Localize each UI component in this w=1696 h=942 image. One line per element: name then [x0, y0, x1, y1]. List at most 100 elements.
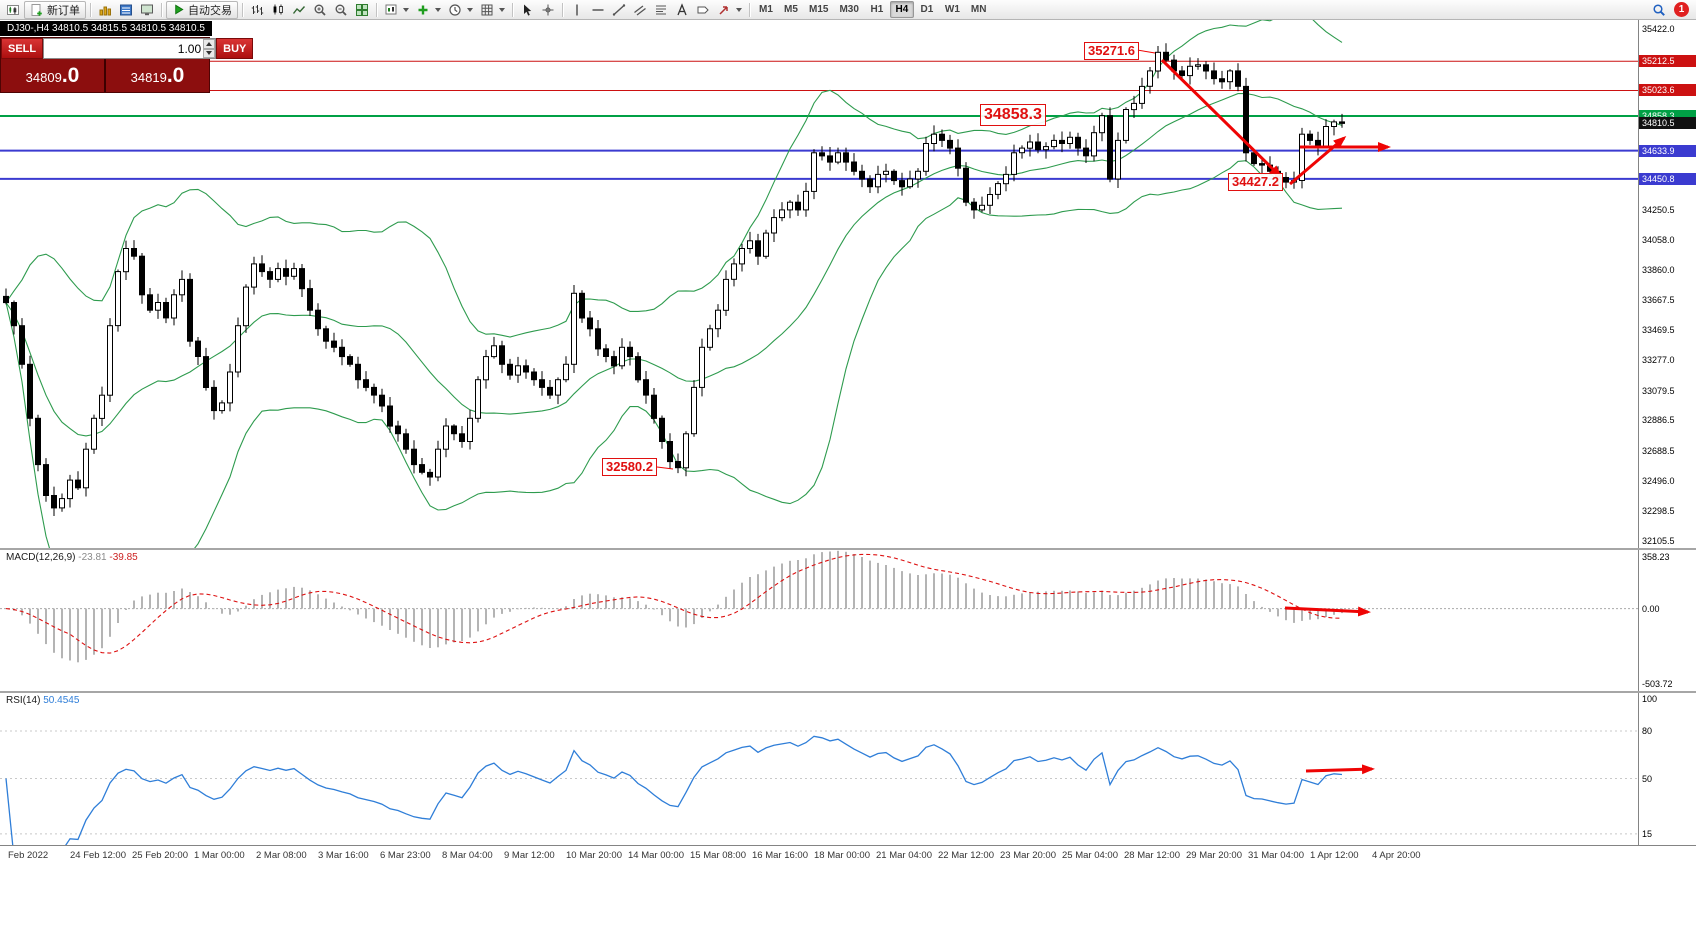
main-chart-plot[interactable]: DJ30-,H4 34810.5 34815.5 34810.5 34810.5…	[0, 20, 1638, 548]
chart-menu-button[interactable]	[381, 1, 412, 19]
price-tick: 33079.5	[1642, 385, 1675, 396]
timeframe-M5[interactable]: M5	[779, 1, 803, 18]
macd-scale-label: 358.23	[1642, 552, 1670, 562]
buy-price-big: .0	[166, 63, 185, 87]
macd-axis: 358.23 0.00 -503.72	[1638, 550, 1696, 691]
timeframe-M30[interactable]: M30	[834, 1, 863, 18]
sell-price[interactable]: 34809.0	[1, 64, 104, 88]
templates-grid-icon	[481, 4, 493, 15]
time-axis-label: 1 Apr 12:00	[1310, 850, 1359, 861]
market-watch-button[interactable]	[95, 1, 115, 19]
timeframe-D1[interactable]: D1	[915, 1, 939, 18]
main-chart-svg[interactable]	[0, 20, 1638, 548]
line-chart-mode-button[interactable]	[289, 1, 309, 19]
cursor-tool-button[interactable]	[517, 1, 537, 19]
fibonacci-tool-button[interactable]	[651, 1, 671, 19]
volume-decrease-button[interactable]	[203, 48, 216, 58]
zoom-out-icon	[335, 4, 347, 16]
navigator-button[interactable]	[137, 1, 157, 19]
sell-price-big: .0	[61, 63, 80, 87]
time-axis-label: 22 Mar 12:00	[938, 850, 994, 861]
templates-button[interactable]	[477, 1, 508, 19]
macd-svg[interactable]	[0, 550, 1638, 691]
search-button[interactable]	[1649, 1, 1669, 19]
vertical-line-tool-button[interactable]	[567, 1, 587, 19]
trade-panel-controls: SELL BUY	[1, 38, 254, 59]
timeframe-H4[interactable]: H4	[889, 1, 914, 18]
channel-tool-button[interactable]	[630, 1, 650, 19]
timeframe-W1[interactable]: W1	[940, 1, 965, 18]
time-axis-label: 29 Mar 20:00	[1186, 850, 1242, 861]
indicators-button[interactable]	[413, 1, 444, 19]
trade-panel-divider	[104, 59, 106, 92]
trendline-tool-button[interactable]	[609, 1, 629, 19]
timeframe-MN[interactable]: MN	[966, 1, 992, 18]
add-indicator-icon	[418, 5, 428, 14]
data-window-button[interactable]	[116, 1, 136, 19]
buy-price[interactable]: 34819.0	[106, 64, 209, 88]
time-axis-label: 6 Mar 23:00	[380, 850, 431, 861]
new-order-label: 新订单	[47, 4, 80, 17]
horizontal-line-icon	[592, 8, 604, 11]
time-axis-label: 1 Mar 00:00	[194, 850, 245, 861]
periods-button[interactable]	[445, 1, 476, 19]
macd-panel[interactable]: MACD(12,26,9) -23.81 -39.85	[0, 550, 1638, 691]
tile-windows-icon	[356, 3, 368, 16]
bar-chart-mode-button[interactable]	[247, 1, 267, 19]
volume-increase-button[interactable]	[203, 39, 216, 49]
new-chart-button[interactable]	[3, 1, 23, 19]
time-axis-label: 8 Mar 04:00	[442, 850, 493, 861]
timeframe-M15[interactable]: M15	[804, 1, 833, 18]
auto-trading-button[interactable]: 自动交易	[166, 0, 238, 19]
buy-button[interactable]: BUY	[216, 38, 254, 59]
trendline-icon	[612, 3, 626, 16]
macd-scale-label: 0.00	[1642, 603, 1660, 614]
macd-row: MACD(12,26,9) -23.81 -39.85 358.23 0.00 -5…	[0, 550, 1696, 691]
text-tool-button[interactable]	[672, 1, 692, 19]
label-tool-button[interactable]	[693, 1, 713, 19]
sell-price-main: 34809	[25, 69, 62, 85]
timeframe-M1[interactable]: M1	[754, 1, 778, 18]
price-tick: 33667.5	[1642, 294, 1675, 305]
zoom-in-button[interactable]	[310, 1, 330, 19]
zoom-out-button[interactable]	[331, 1, 351, 19]
price-axis[interactable]: 35422.0 34250.5 34058.0 33860.0 33667.5 33469…	[1638, 20, 1696, 548]
tile-windows-button[interactable]	[352, 1, 372, 19]
time-axis-label: 10 Mar 20:00	[566, 850, 622, 861]
navigator-icon	[141, 4, 153, 15]
horizontal-line-tool-button[interactable]	[588, 1, 608, 19]
rsi-svg[interactable]	[0, 693, 1638, 845]
time-axis-label: Feb 2022	[8, 850, 49, 861]
price-tick: 34250.5	[1642, 204, 1675, 215]
sell-button[interactable]: SELL	[1, 38, 44, 59]
macd-name: MACD(12,26,9)	[6, 552, 76, 563]
toolbar-separator	[161, 2, 162, 17]
main-toolbar: 新订单 自动交易	[0, 0, 1696, 20]
shapes-tool-button[interactable]	[714, 1, 745, 19]
new-order-button[interactable]: 新订单	[24, 0, 86, 19]
timeframe-H1[interactable]: H1	[865, 1, 889, 18]
candlestick-mode-button[interactable]	[268, 1, 288, 19]
vertical-line-icon	[576, 4, 578, 15]
price-tick: 35422.0	[1642, 23, 1675, 34]
volume-field	[43, 38, 217, 59]
price-level-badge: 34633.9	[1639, 144, 1696, 157]
line-chart-icon	[292, 5, 306, 14]
price-tick: 34058.0	[1642, 234, 1675, 245]
price-level-badge: 35023.6	[1639, 84, 1696, 97]
panel-divider[interactable]	[0, 548, 1696, 550]
buy-price-main: 34819	[130, 69, 167, 85]
time-axis[interactable]: Feb 2022 24 Feb 12:00 25 Feb 20:00 1 Mar 00…	[0, 845, 1696, 865]
panel-divider[interactable]	[0, 691, 1696, 693]
crosshair-tool-button[interactable]	[538, 1, 558, 19]
time-axis-label: 28 Mar 12:00	[1124, 850, 1180, 861]
rsi-panel[interactable]: RSI(14) 50.4545	[0, 693, 1638, 845]
notification-badge[interactable]: 1	[1674, 2, 1689, 17]
price-tick: 33469.5	[1642, 325, 1675, 336]
time-axis-label: 3 Mar 16:00	[318, 850, 369, 861]
price-level-badge: 34450.8	[1639, 172, 1696, 185]
volume-input[interactable]	[44, 39, 204, 58]
time-axis-label: 16 Mar 16:00	[752, 850, 808, 861]
rsi-scale-label: 15	[1642, 828, 1653, 839]
trade-panel-prices: 34809.0 34819.0	[1, 59, 209, 92]
